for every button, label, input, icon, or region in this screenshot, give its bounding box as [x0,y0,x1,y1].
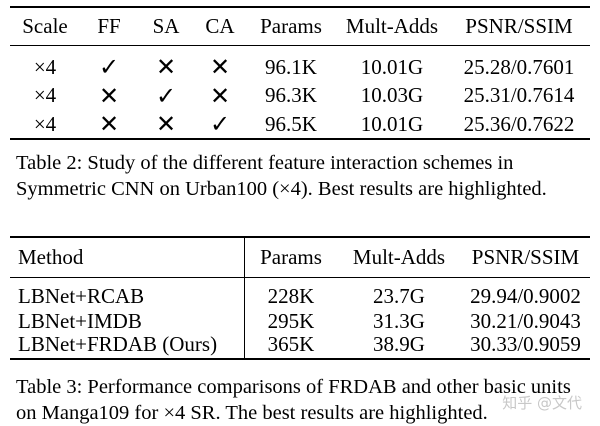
cell-mult-adds: 38.9G [337,334,461,360]
header-ca: CA [194,7,246,46]
cell-params: 365K [244,334,337,360]
check-icon: ✓ [209,110,231,138]
header-mult-adds: Mult-Adds [336,7,448,46]
cell-mult-adds: 10.01G [336,110,448,140]
table-row: ×4 ✕ ✓ ✕ 96.3K 10.03G 25.31/0.7614 [10,81,590,110]
header-mult-adds: Mult-Adds [337,237,461,278]
table-2: Scale FF SA CA Params Mult-Adds PSNR/SSI… [10,6,590,140]
cell-method: LBNet+FRDAB (Ours) [10,334,245,360]
check-icon: ✓ [155,81,177,110]
header-psnr-ssim: PSNR/SSIM [461,237,590,278]
table-row: ×4 ✓ ✕ ✕ 96.1K 10.01G 25.28/0.7601 [10,45,590,81]
header-params: Params [246,7,336,46]
cell-mult-adds: 10.01G [360,54,424,79]
cell-params: 295K [267,309,315,333]
table-row: ×4 ✕ ✕ ✓ 96.5K 10.01G 25.36/0.7622 [10,110,590,140]
table-2-caption: Table 2: Study of the different feature … [16,152,547,200]
cell-method: LBNet+IMDB [10,309,245,334]
cell-params: 96.1K [265,54,317,79]
table-row: LBNet+RCAB 228K 23.7G 29.94/0.9002 [10,277,590,309]
cell-params: 96.5K [246,110,336,140]
header-sa: SA [138,7,194,46]
table-2-header-row: Scale FF SA CA Params Mult-Adds PSNR/SSI… [10,7,590,46]
check-icon: ✓ [98,53,120,82]
cell-mult-adds: 31.3G [373,309,425,333]
header-scale: Scale [10,7,80,46]
cell-params: 96.3K [265,83,317,107]
cell-psnr-ssim: 25.31/0.7614 [463,83,575,107]
cell-psnr-ssim-best: 25.36/0.7622 [448,110,590,140]
cell-scale: ×4 [10,110,80,140]
cross-icon: ✕ [155,110,177,138]
cross-icon: ✕ [209,53,231,82]
cell-params: 228K [267,283,315,308]
cell-psnr-ssim: 25.28/0.7601 [463,54,575,79]
cross-icon: ✕ [98,110,120,138]
cell-mult-adds: 10.03G [360,83,424,107]
header-params: Params [244,237,337,278]
table-3: Method Params Mult-Adds PSNR/SSIM LBNet+… [10,236,590,360]
header-psnr-ssim: PSNR/SSIM [448,7,590,46]
table-3-caption: Table 3: Performance comparisons of FRDA… [16,376,571,424]
cell-mult-adds: 23.7G [373,283,425,308]
table-row: LBNet+FRDAB (Ours) 365K 38.9G 30.33/0.90… [10,334,590,360]
cross-icon: ✕ [155,53,177,82]
table-3-header-row: Method Params Mult-Adds PSNR/SSIM [10,237,590,278]
cross-icon: ✕ [98,81,120,110]
table-row: LBNet+IMDB 295K 31.3G 30.21/0.9043 [10,309,590,334]
cell-psnr-ssim: 30.21/0.9043 [470,309,581,333]
cell-psnr-ssim-best: 30.33/0.9059 [461,334,590,360]
header-method: Method [10,237,245,278]
cell-method: LBNet+RCAB [10,277,245,309]
cell-psnr-ssim: 29.94/0.9002 [470,283,581,308]
watermark: 知乎 @文代 [502,394,582,412]
cross-icon: ✕ [209,81,231,110]
cell-scale: ×4 [33,83,57,107]
cell-scale: ×4 [33,54,57,79]
header-ff: FF [80,7,138,46]
